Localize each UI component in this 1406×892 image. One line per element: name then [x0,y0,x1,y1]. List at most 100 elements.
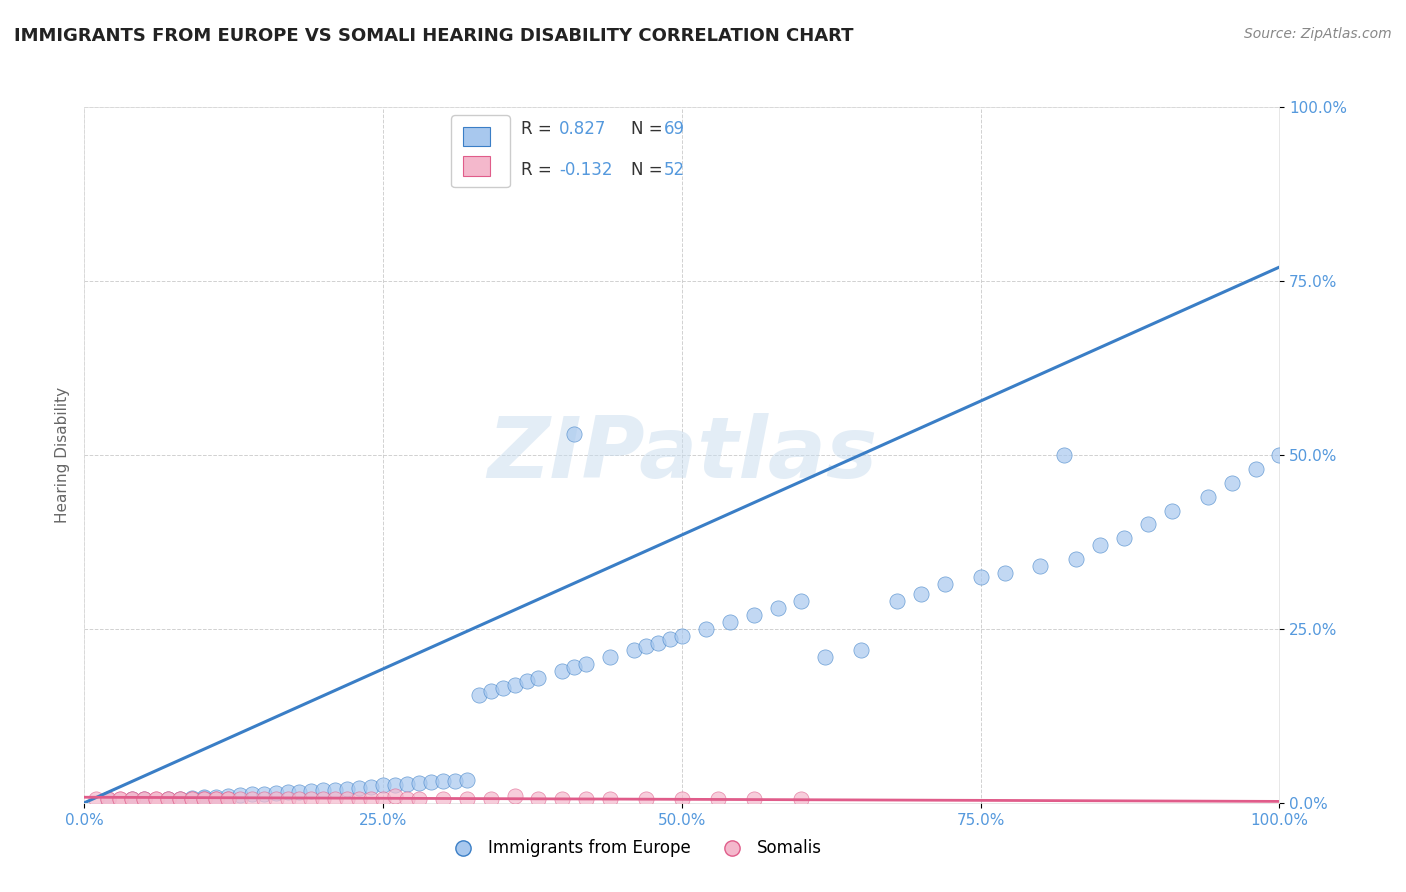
Point [157,792,180,806]
Point [110,792,132,806]
Point [264,792,287,806]
Text: R =: R = [520,161,557,178]
Point [97,792,120,806]
Point [599,649,621,664]
Point [444,773,467,788]
Text: N =: N = [630,120,668,138]
Point [132,792,156,806]
Point [312,792,335,806]
Point [1053,448,1076,462]
Point [180,791,202,805]
Point [432,792,454,806]
Point [742,792,765,806]
Point [205,792,228,806]
Point [169,792,191,806]
Point [396,792,419,806]
Point [575,792,598,806]
Text: 0.827: 0.827 [558,120,606,138]
Text: Source: ZipAtlas.com: Source: ZipAtlas.com [1244,27,1392,41]
Point [790,792,813,806]
Point [253,792,276,806]
Point [419,775,441,789]
Point [169,792,191,806]
Point [157,791,180,805]
Text: ZIPatlas: ZIPatlas [486,413,877,497]
Point [1136,517,1159,532]
Point [276,792,298,806]
Point [349,792,371,806]
Text: IMMIGRANTS FROM EUROPE VS SOMALI HEARING DISABILITY CORRELATION CHART: IMMIGRANTS FROM EUROPE VS SOMALI HEARING… [14,27,853,45]
Point [145,792,167,806]
Point [132,792,156,806]
Point [1112,532,1135,546]
Point [527,792,550,806]
Text: 52: 52 [664,161,685,178]
Point [814,649,837,664]
Point [360,792,382,806]
Point [384,789,406,803]
Point [301,792,323,806]
Point [371,778,394,792]
Point [551,792,574,806]
Point [205,789,228,804]
Point [312,783,335,797]
Point [623,642,645,657]
Point [217,792,239,806]
Point [240,792,263,806]
Point [479,684,502,698]
Point [503,789,526,803]
Point [97,793,120,807]
Point [205,792,228,806]
Text: N =: N = [630,161,668,178]
Point [110,792,132,806]
Point [515,674,537,689]
Point [323,782,346,797]
Point [288,785,311,799]
Point [1220,475,1243,490]
Point [408,792,430,806]
Point [467,688,491,702]
Point [766,601,789,615]
Point [479,792,502,806]
Point [157,792,180,806]
Point [132,792,156,806]
Point [658,632,681,647]
Point [121,792,143,806]
Point [253,787,276,801]
Point [970,570,993,584]
Point [180,792,202,806]
Point [634,639,657,653]
Point [228,788,252,802]
Point [217,792,239,806]
Point [1160,503,1182,517]
Point [408,776,430,790]
Point [492,681,515,695]
Point [1088,538,1111,552]
Point [193,792,215,806]
Point [396,777,419,791]
Point [647,636,669,650]
Point [562,660,585,674]
Point [84,792,107,806]
Point [1066,552,1088,566]
Point [323,792,346,806]
Point [910,587,932,601]
Point [193,789,215,804]
Point [360,780,382,794]
Text: 69: 69 [664,120,685,138]
Point [384,778,406,792]
Point [551,664,574,678]
Point [217,789,239,803]
Point [288,792,311,806]
Point [575,657,598,671]
Point [742,607,765,622]
Point [718,615,741,629]
Point [1197,490,1219,504]
Point [349,781,371,796]
Point [193,792,215,806]
Point [527,671,550,685]
Point [849,642,872,657]
Point [432,774,454,789]
Point [1244,462,1267,476]
Point [371,792,394,806]
